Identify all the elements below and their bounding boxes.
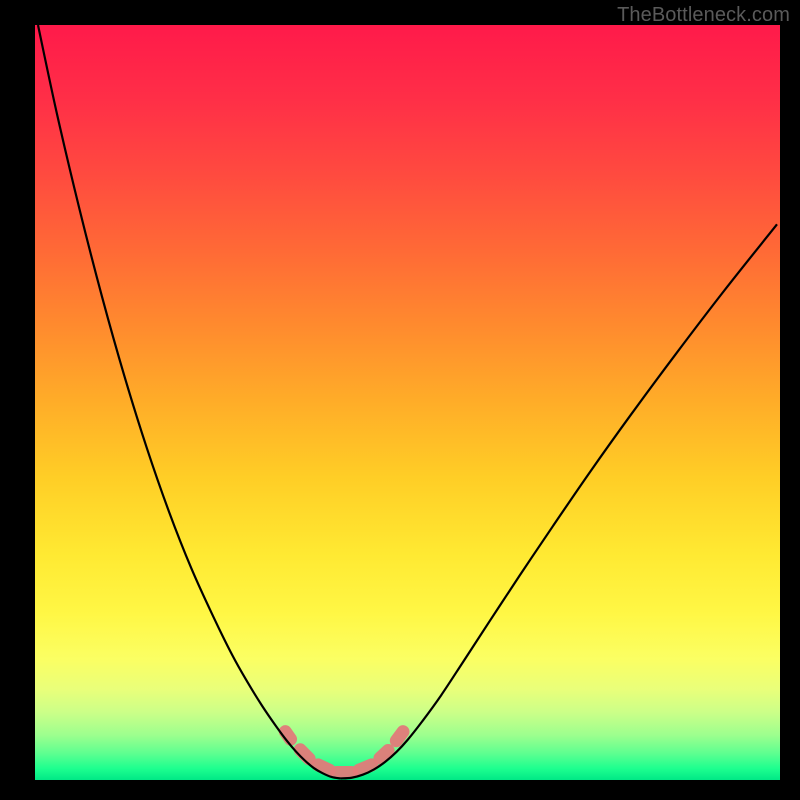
gradient-background bbox=[35, 25, 780, 780]
chart-svg bbox=[35, 25, 780, 780]
watermark-text: TheBottleneck.com bbox=[617, 4, 790, 27]
chart-plot-area bbox=[35, 25, 780, 780]
